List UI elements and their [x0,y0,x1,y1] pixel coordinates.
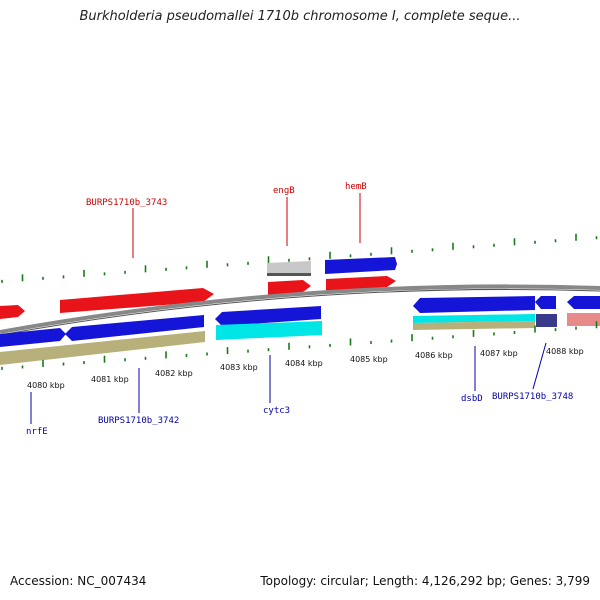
gene-label[interactable]: cytc3 [263,406,290,416]
hemB-forward-arrow[interactable] [326,276,396,291]
reverse-gene-arrow-small[interactable] [535,296,556,309]
map-title: Burkholderia pseudomallei 1710b chromoso… [79,9,521,24]
BURPS1710b_3748-gene-arrow[interactable] [567,296,600,309]
gene-label[interactable]: BURPS1710b_3748 [492,392,573,402]
BURPS1710b_3743-gene-arrow[interactable] [60,288,214,313]
bottom-gene-labels: nrfE BURPS1710b_3742 cytc3 dsbD BURPS1710b_3… [26,342,573,437]
olive-feature-left[interactable] [0,331,205,365]
scale-label: 4081 kbp [91,375,129,384]
engB-pseudo-underline [267,273,311,276]
forward-gene-arrow-left[interactable] [0,305,25,319]
scale-label: 4088 kbp [546,347,584,356]
upper-tick-row [1,233,598,283]
BURPS1710b_3742-gene-arrow[interactable] [65,315,204,341]
gene-label[interactable]: hemB [345,182,367,192]
gene-label[interactable]: engB [273,186,295,196]
cytc3-rna-feature[interactable] [216,321,322,340]
backbone-shadow [0,288,600,336]
scale-label: 4082 kbp [155,369,193,378]
scale-label: 4087 kbp [480,349,518,358]
kbp-scale: 4080 kbp 4081 kbp 4082 kbp 4083 kbp 4084 kbp… [27,347,584,390]
genes-count-text: Genes: 3,799 [509,574,590,588]
pink-feature[interactable] [567,313,600,326]
summary-separator: ; [502,574,510,588]
dsbD-olive-feature[interactable] [413,321,535,330]
gene-label[interactable]: BURPS1710b_3743 [86,198,167,208]
cytc3-gene-arrow[interactable] [215,306,321,326]
engB-gene-arrow[interactable] [268,280,311,295]
lower-tick-row [1,321,598,370]
scale-label: 4083 kbp [220,363,258,372]
summary-separator: ; [364,574,373,588]
accession-text: Accession: NC_007434 [10,574,147,588]
chromosome-backbone [0,284,600,334]
gene-label[interactable]: dsbD [461,394,483,404]
genome-summary: Topology: circular; Length: 4,126,292 bp… [260,574,590,588]
nrfE-gene-arrow[interactable] [0,328,66,347]
label-leader-line [532,342,547,390]
scale-label: 4084 kbp [285,359,323,368]
BURPS1710b_3748-dark-feature[interactable] [536,314,557,327]
scale-label: 4085 kbp [350,355,388,364]
engB-pseudo-feature[interactable] [267,261,311,276]
gene-label[interactable]: BURPS1710b_3742 [98,416,179,426]
top-gene-labels: BURPS1710b_3743 engB hemB [86,182,367,258]
scale-label: 4080 kbp [27,381,65,390]
scale-label: 4086 kbp [415,351,453,360]
dsbD-gene-arrow[interactable] [413,296,535,313]
gene-label[interactable]: nrfE [26,427,48,437]
length-text: Length: 4,126,292 bp [372,574,502,588]
dsbD-rna-feature[interactable] [413,314,535,323]
topology-text: Topology: circular [260,574,365,588]
hemB-gene-arrow[interactable] [325,257,397,274]
